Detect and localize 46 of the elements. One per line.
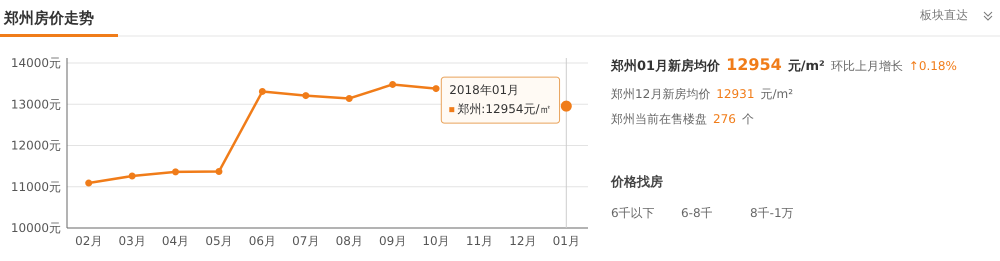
point: [346, 94, 353, 102]
x-tick-label: 06月: [248, 234, 276, 248]
text: 8千-1万: [750, 206, 794, 220]
text: 元/m²: [760, 87, 794, 101]
annotation: 2018年01月: [449, 83, 520, 98]
text: ↑0.18%: [908, 59, 957, 73]
point: [215, 168, 222, 175]
x-tick-label: 05月: [205, 234, 233, 248]
text: 个: [742, 112, 754, 126]
chart-title: 郑州房价走势: [3, 9, 94, 27]
point: [432, 85, 440, 92]
y-tick-label: 13000元: [10, 97, 61, 112]
x-tick-label: 11月: [466, 234, 494, 248]
y-tick-label: 10000元: [10, 221, 61, 235]
y-tick-label: 12000元: [10, 138, 61, 152]
x-tick-label: 10月: [422, 234, 450, 248]
text: 6-8千: [681, 206, 713, 220]
text: 6千以下: [611, 206, 655, 220]
point: [172, 168, 180, 176]
point: [389, 80, 396, 88]
text: 12931: [716, 87, 754, 101]
x-tick-label: 07月: [292, 234, 320, 248]
point: [85, 180, 92, 187]
y-tick-label: 14000元: [10, 56, 61, 70]
text: 郑州12月新房均价: [611, 87, 710, 101]
x-tick-label: 03月: [118, 234, 146, 248]
x-tick-label: 04月: [162, 234, 190, 248]
annotation: :12954元/㎡: [481, 102, 552, 116]
text: 12954: [726, 55, 782, 74]
text: 板块直达: [919, 8, 968, 22]
text: 价格找房: [610, 174, 663, 190]
x-tick-label: 09月: [378, 234, 406, 248]
x-tick-label: 08月: [336, 234, 363, 248]
text: 276: [713, 112, 736, 126]
text: 环比上月增长: [830, 59, 903, 73]
text: 郑州当前在售楼盘: [611, 112, 707, 126]
text: 元/m²: [786, 59, 825, 74]
point: [302, 92, 310, 100]
text: 郑州01月新房均价: [610, 58, 722, 74]
x-tick-label: 01月: [552, 234, 580, 248]
x-tick-label: 02月: [75, 234, 102, 248]
x-tick-label: 12月: [509, 234, 537, 248]
y-tick-label: 11000元: [10, 180, 61, 194]
point: [258, 88, 266, 95]
point: [128, 172, 136, 180]
legend-label: 郑州: [457, 102, 482, 116]
